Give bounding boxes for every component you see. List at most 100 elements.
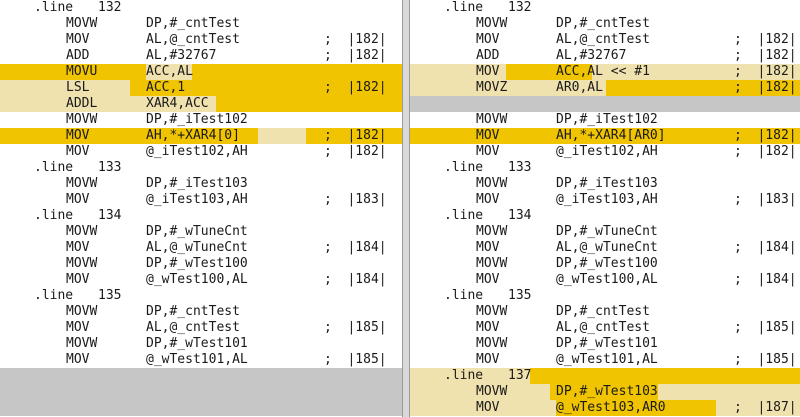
operands: @_iTest102,AH: [556, 144, 658, 159]
operands: DP,#_cntTest: [146, 304, 240, 319]
code-row[interactable]: MOV AL,@_cntTest ; |182|: [0, 32, 402, 48]
line-directive-row[interactable]: .line 133: [410, 160, 800, 176]
code-row[interactable]: MOVZ AR0,AL ; |182|: [410, 80, 800, 96]
diff-highlight: [550, 384, 658, 400]
line-comment: ; |182|: [324, 48, 387, 63]
code-row[interactable]: MOVW DP,#_iTest102: [410, 112, 800, 128]
code-row[interactable]: MOVW DP,#_cntTest: [0, 16, 402, 32]
code-row[interactable]: MOV AL,@_wTuneCnt ; |184|: [0, 240, 402, 256]
operands: AL,@_cntTest: [146, 320, 240, 335]
line-directive: .line: [444, 208, 484, 223]
opcode: MOVW: [66, 176, 98, 191]
code-row[interactable]: MOVW DP,#_wTuneCnt: [410, 224, 800, 240]
right-code-pane[interactable]: .line 132 MOVW DP,#_cntTest MOV AL,@_cntTest;…: [410, 0, 800, 417]
code-row[interactable]: MOV @_iTest102,AH ; |182|: [0, 144, 402, 160]
source-line-number: 135: [98, 288, 122, 303]
line-comment: ; |187|: [734, 400, 797, 415]
operands: ACC,1: [146, 80, 186, 95]
line-directive-row[interactable]: .line 137: [410, 368, 800, 384]
code-row[interactable]: MOV ACC,AL << #1 ; |182|: [410, 64, 800, 80]
line-comment: ; |182|: [734, 64, 797, 79]
opcode: ADD: [476, 48, 500, 63]
code-row[interactable]: MOV AL,@_cntTest ; |185|: [410, 320, 800, 336]
line-directive-row[interactable]: .line 135: [410, 288, 800, 304]
code-row[interactable]: MOV AL,@_cntTest ; |185|: [0, 320, 402, 336]
code-row[interactable]: MOV @_iTest103,AH ; |183|: [410, 192, 800, 208]
code-row[interactable]: ADDL XAR4,ACC: [0, 96, 402, 112]
code-row[interactable]: MOV @_wTest103,AR0 ; |187|: [410, 400, 800, 416]
line-directive-row[interactable]: .line 133: [0, 160, 402, 176]
opcode: MOV: [66, 144, 90, 159]
code-row[interactable]: MOV @_iTest103,AH ; |183|: [0, 192, 402, 208]
code-row[interactable]: MOVW DP,#_cntTest: [0, 304, 402, 320]
code-row[interactable]: MOV @_wTest100,AL ; |184|: [410, 272, 800, 288]
line-directive-row[interactable]: .line 132: [0, 0, 402, 16]
line-comment: ; |185|: [734, 352, 797, 367]
code-row[interactable]: MOVW DP,#_cntTest: [410, 16, 800, 32]
line-comment: ; |184|: [734, 240, 797, 255]
line-directive-row[interactable]: .line 135: [0, 288, 402, 304]
code-row[interactable]: MOVW DP,#_cntTest: [410, 304, 800, 320]
code-row[interactable]: LSL ACC,1 ; |182|: [0, 80, 402, 96]
code-row[interactable]: MOVW DP,#_wTest100: [410, 256, 800, 272]
gap-row[interactable]: [0, 384, 402, 400]
line-comment: ; |182|: [324, 128, 387, 143]
opcode: MOV: [476, 128, 500, 143]
code-row[interactable]: MOV @_iTest102,AH ; |182|: [410, 144, 800, 160]
gap-row[interactable]: [410, 96, 800, 112]
source-line-number: 137: [508, 368, 532, 383]
opcode: MOVW: [476, 112, 508, 127]
diff-highlight: [530, 368, 800, 384]
opcode: MOV: [476, 240, 500, 255]
line-directive-row[interactable]: .line 134: [410, 208, 800, 224]
diff-highlight: [556, 400, 716, 416]
operands: DP,#_wTest100: [556, 256, 658, 271]
line-comment: ; |184|: [324, 240, 387, 255]
line-directive-row[interactable]: .line 132: [410, 0, 800, 16]
code-row[interactable]: MOV AH,*+XAR4[AR0] ; |182|: [410, 128, 800, 144]
code-row[interactable]: MOVW DP,#_wTuneCnt: [0, 224, 402, 240]
code-row[interactable]: MOVU ACC,AL: [0, 64, 402, 80]
code-row[interactable]: MOVW DP,#_iTest102: [0, 112, 402, 128]
line-comment: ; |182|: [734, 128, 797, 143]
line-comment: ; |184|: [734, 272, 797, 287]
operands: AR0,AL: [556, 80, 603, 95]
line-directive: .line: [444, 160, 484, 175]
code-row[interactable]: MOV @_wTest100,AL ; |184|: [0, 272, 402, 288]
code-row[interactable]: MOVW DP,#_wTest101: [0, 336, 402, 352]
pane-divider[interactable]: [402, 0, 410, 417]
operands: DP,#_wTest101: [146, 336, 248, 351]
line-comment: ; |185|: [324, 352, 387, 367]
code-row[interactable]: MOVW DP,#_iTest103: [410, 176, 800, 192]
line-comment: ; |182|: [324, 80, 387, 95]
left-code-pane[interactable]: .line 132 MOVW DP,#_cntTest MOV AL,@_cntTest;…: [0, 0, 402, 417]
code-row[interactable]: ADD AL,#32767 ; |182|: [0, 48, 402, 64]
source-line-number: 134: [508, 208, 532, 223]
code-row[interactable]: ADD AL,#32767 ; |182|: [410, 48, 800, 64]
code-row[interactable]: MOV AH,*+XAR4[0] ; |182|: [0, 128, 402, 144]
code-row[interactable]: MOVW DP,#_wTest100: [0, 256, 402, 272]
code-row[interactable]: MOV AL,@_wTuneCnt ; |184|: [410, 240, 800, 256]
code-row[interactable]: MOV @_wTest101,AL ; |185|: [0, 352, 402, 368]
gap-row[interactable]: [0, 400, 402, 416]
code-row[interactable]: MOVW DP,#_wTest101: [410, 336, 800, 352]
gap-row[interactable]: [0, 368, 402, 384]
diff-highlight: [0, 64, 402, 80]
opcode: MOVW: [476, 224, 508, 239]
opcode: MOV: [476, 32, 500, 47]
opcode: MOVW: [476, 176, 508, 191]
line-directive: .line: [34, 0, 74, 15]
operands: DP,#_iTest102: [556, 112, 658, 127]
line-comment: ; |182|: [324, 32, 387, 47]
line-directive-row[interactable]: .line 134: [0, 208, 402, 224]
line-comment: ; |182|: [734, 144, 797, 159]
diff-highlight: [0, 96, 216, 112]
code-row[interactable]: MOVW DP,#_wTest103: [410, 384, 800, 400]
opcode: MOVW: [66, 224, 98, 239]
source-line-number: 132: [98, 0, 122, 15]
code-row[interactable]: MOVW DP,#_iTest103: [0, 176, 402, 192]
code-row[interactable]: MOV AL,@_cntTest ; |182|: [410, 32, 800, 48]
code-row[interactable]: MOV @_wTest101,AL ; |185|: [410, 352, 800, 368]
operands: AL,#32767: [556, 48, 627, 63]
operands: DP,#_wTest103: [556, 384, 658, 399]
